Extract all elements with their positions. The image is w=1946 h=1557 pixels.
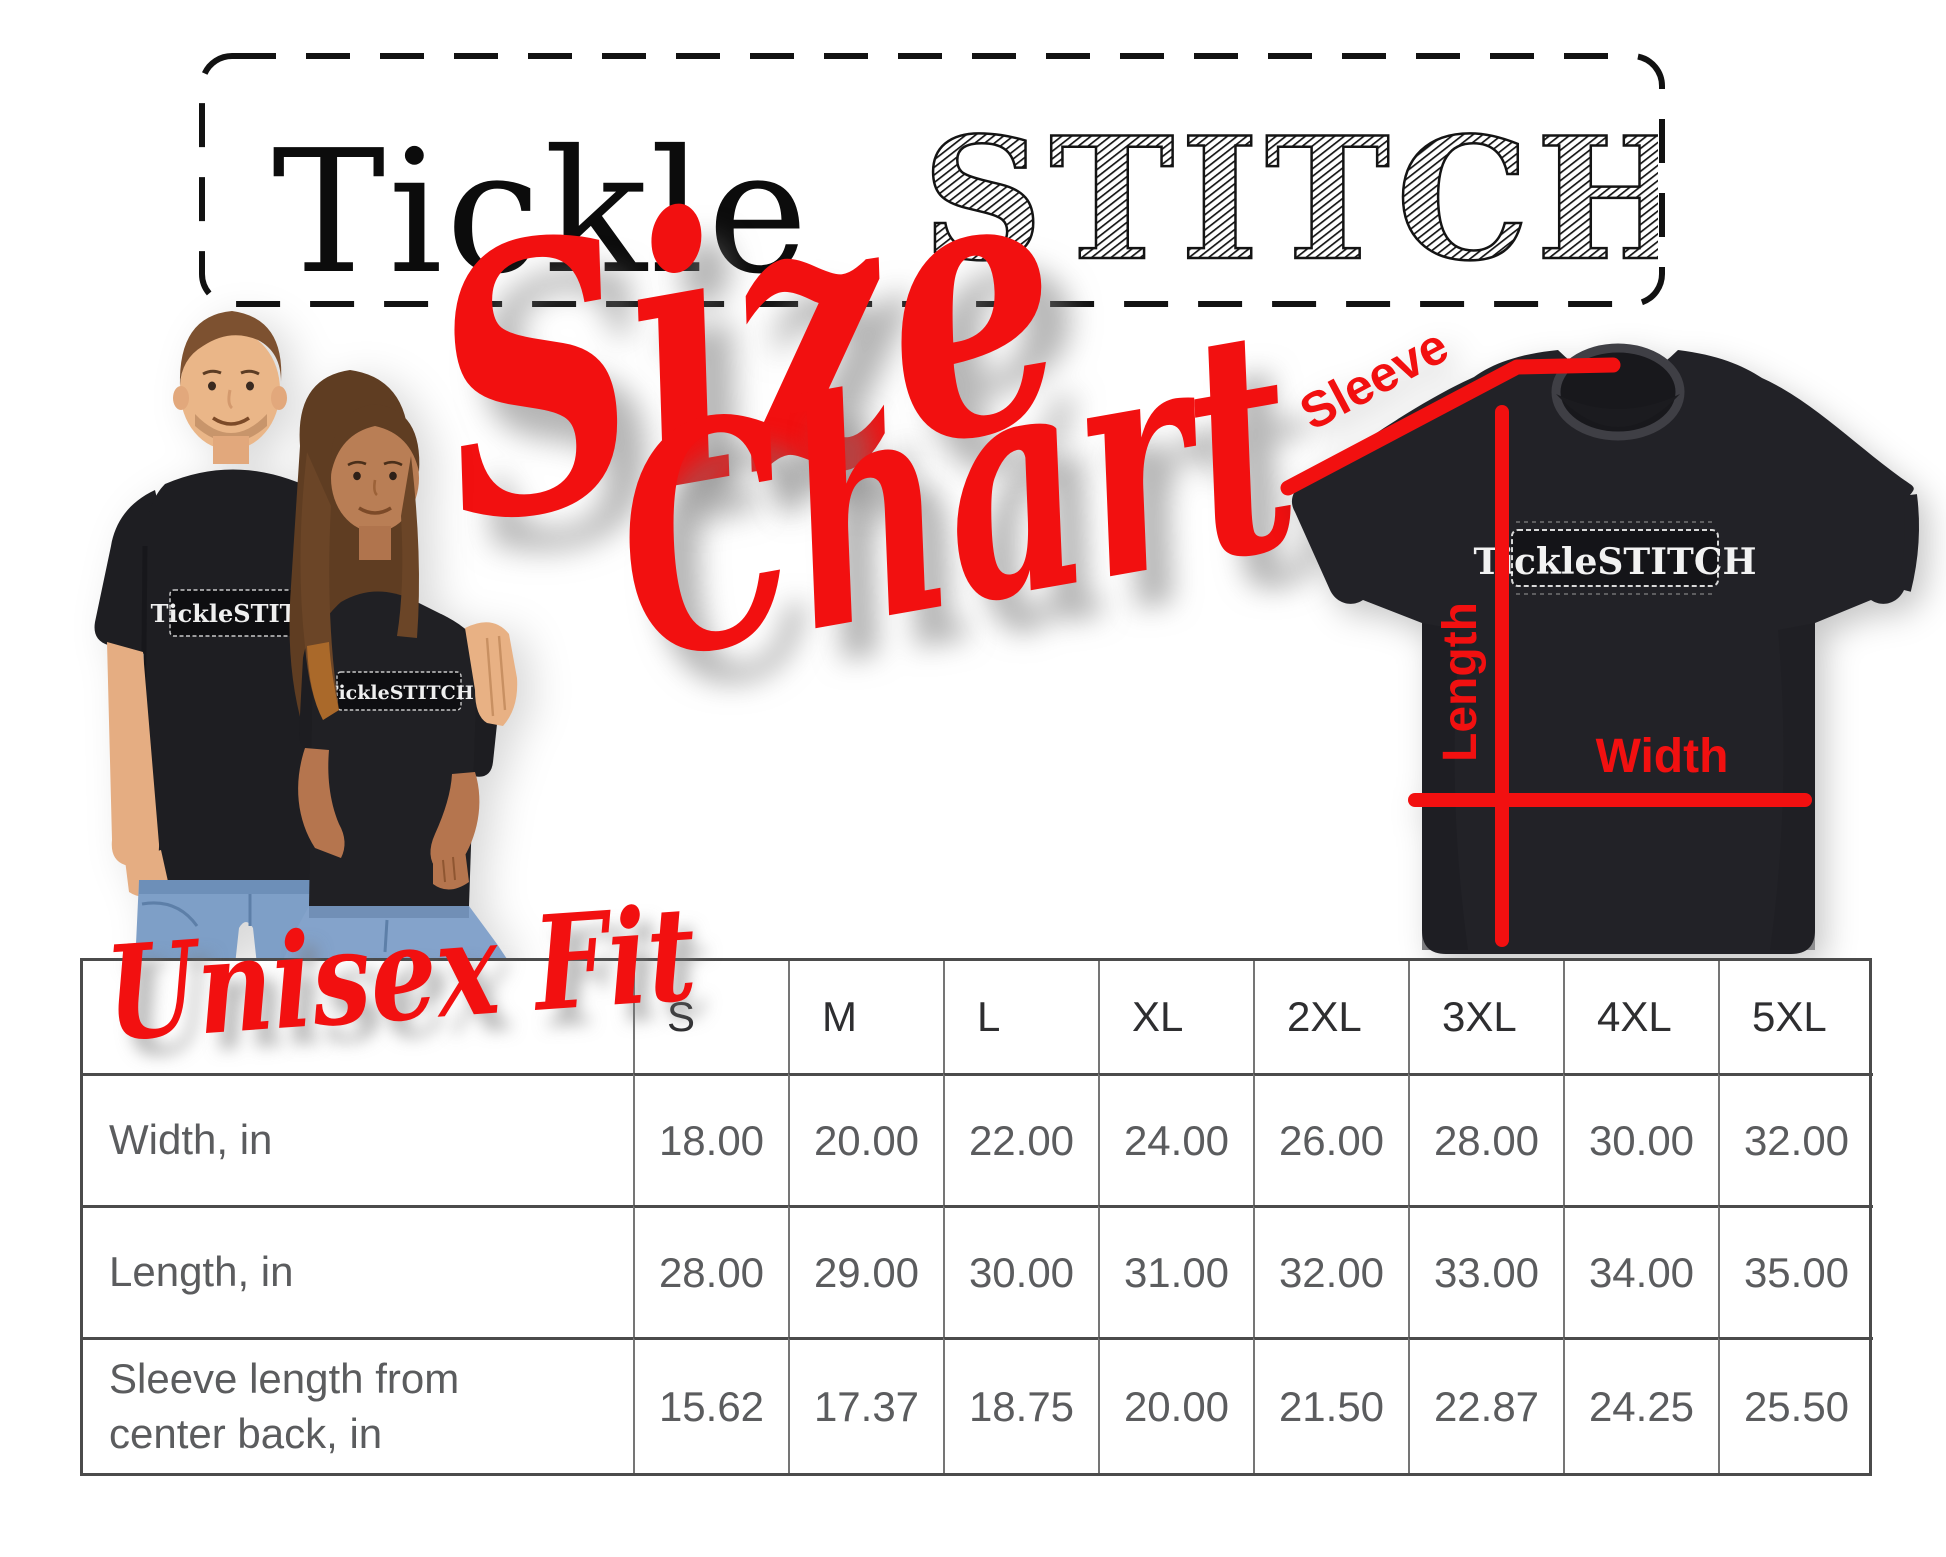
man-eye <box>246 381 254 391</box>
tshirt-logo-patch <box>1511 529 1719 587</box>
table-cell: 35.00 <box>1718 1205 1873 1337</box>
woman-smile <box>358 506 392 515</box>
table-cell: 18.00 <box>633 1073 788 1205</box>
col-header-l: L <box>943 961 1098 1073</box>
woman-hair-front <box>330 404 420 474</box>
table-cell: 34.00 <box>1563 1205 1718 1337</box>
table-cell: 29.00 <box>788 1205 943 1337</box>
woman-tee-logo-patch <box>336 671 462 711</box>
row-label-text: Length, in <box>109 1248 294 1296</box>
woman-far-hand <box>433 850 469 890</box>
brand-logo-tickle: Tickle <box>272 114 811 312</box>
woman-hair-tips <box>307 642 339 720</box>
woman-brow <box>347 460 367 467</box>
tshirt-shading <box>1422 623 1468 950</box>
man-tee-logo-patch <box>169 589 321 637</box>
table-cell: 24.00 <box>1098 1073 1253 1205</box>
col-header-s: S <box>633 961 788 1073</box>
table-cell: 15.62 <box>633 1337 788 1473</box>
woman-neck <box>359 526 391 560</box>
tshirt-shading <box>1770 623 1815 950</box>
table-cell: 22.87 <box>1408 1337 1563 1473</box>
woman-fingers <box>442 856 456 883</box>
tshirt-stitch-lines <box>1516 521 1714 595</box>
table-cell: 28.00 <box>1408 1073 1563 1205</box>
table-cell: 26.00 <box>1253 1073 1408 1205</box>
man-hand-fingers <box>485 635 507 717</box>
woman-jeans <box>281 906 511 965</box>
woman-nose <box>373 479 378 497</box>
table-cell: 31.00 <box>1098 1205 1253 1337</box>
woman-eye <box>389 471 397 481</box>
woman-hair-strand <box>397 456 419 638</box>
woman-far-arm <box>430 772 480 870</box>
man-nose <box>227 389 234 410</box>
woman-jeans-fly <box>383 919 389 953</box>
table-cell: 28.00 <box>633 1205 788 1337</box>
row-label-text: Sleeve length from center back, in <box>109 1354 460 1457</box>
man-neck <box>213 436 249 464</box>
tshirt-measurement-diagram: TickleSTITCH Sleeve Length Width <box>1280 317 1919 954</box>
table-cell: 24.25 <box>1563 1337 1718 1473</box>
tshirt-logo-text: TickleSTITCH <box>1474 541 1757 583</box>
col-header-4xl: 4XL <box>1563 961 1718 1073</box>
brand-logo-stitch-text: STITCH <box>922 118 1658 298</box>
man-eye <box>208 381 216 391</box>
table-cell: 17.37 <box>788 1337 943 1473</box>
table-cell: 18.75 <box>943 1337 1098 1473</box>
tshirt-neck-shadow <box>1556 394 1680 427</box>
man-brow <box>240 369 260 376</box>
row-label-length: Length, in <box>83 1205 633 1337</box>
table-cell: 20.00 <box>788 1073 943 1205</box>
table-cell: 30.00 <box>943 1205 1098 1337</box>
table-cell: 21.50 <box>1253 1337 1408 1473</box>
col-header-3xl: 3XL <box>1408 961 1563 1073</box>
man-stubble <box>195 414 267 442</box>
tshirt-right-sleeve-edge <box>1897 494 1919 592</box>
width-label: Width <box>1596 730 1729 783</box>
woman-brow <box>383 460 403 467</box>
row-label-sleeve: Sleeve length from center back, in <box>83 1337 633 1473</box>
brand-logo-stitch-sketch: STITCH <box>921 118 1658 298</box>
man-brow <box>202 369 222 376</box>
table-cell: 22.00 <box>943 1073 1098 1205</box>
man-ear <box>173 386 189 410</box>
size-table: S M L XL 2XL 3XL 4XL 5XL Width, in 18.00… <box>80 958 1873 1476</box>
woman-near-arm <box>298 748 345 858</box>
row-label-text: Width, in <box>109 1116 273 1164</box>
table-cell: 32.00 <box>1718 1073 1873 1205</box>
man-smile <box>212 416 250 426</box>
woman-head <box>331 424 419 532</box>
man-forearm <box>107 642 160 870</box>
col-header-m: M <box>788 961 943 1073</box>
col-header-2xl: 2XL <box>1253 961 1408 1073</box>
man-ear <box>271 386 287 410</box>
woman-eye <box>353 471 361 481</box>
table-cell: 30.00 <box>1563 1073 1718 1205</box>
col-header-5xl: 5XL <box>1718 961 1873 1073</box>
table-cell: 25.50 <box>1718 1337 1873 1473</box>
table-cell: 32.00 <box>1253 1205 1408 1337</box>
table-cell: 20.00 <box>1098 1337 1253 1473</box>
table-cell: 33.00 <box>1408 1205 1563 1337</box>
man-jeans-pocket <box>141 901 199 927</box>
logo-frame <box>199 53 1665 307</box>
man-hair-icon <box>179 311 282 386</box>
sleeve-measure-line <box>1280 357 1621 496</box>
unisex-fit-label: Unisex Fit <box>101 876 701 1071</box>
woman-tee <box>309 591 477 906</box>
col-header-xl: XL <box>1098 961 1253 1073</box>
woman-tee-logo-text: TickleSTITCH <box>324 682 473 704</box>
length-label: Length <box>1434 602 1487 762</box>
row-label-width: Width, in <box>83 1073 633 1205</box>
models-photo: TickleSTITCH TickleSTITCH <box>94 311 518 965</box>
woman-jeans-waistband <box>309 906 469 918</box>
